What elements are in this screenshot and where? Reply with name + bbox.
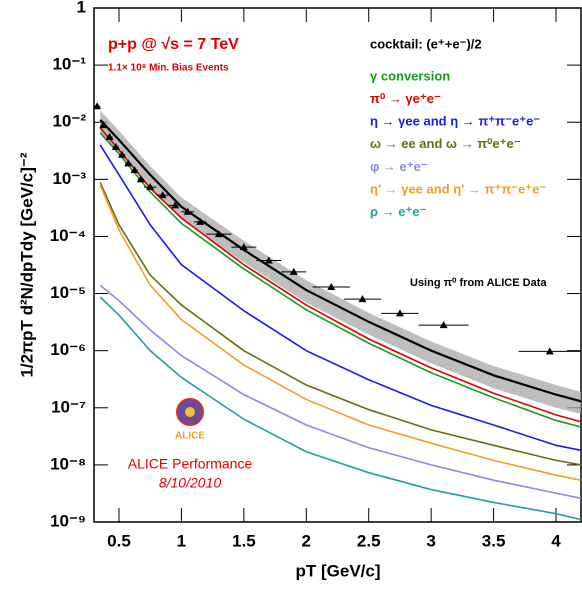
y-tick-label: 10⁻⁷ [51, 397, 86, 416]
data-point [111, 142, 120, 150]
legend-label: η' → γee and η' → π⁺π⁻e⁺e⁻ [370, 181, 546, 196]
x-axis-label: pT [GeV/c] [295, 561, 380, 580]
plot-frame [93, 7, 582, 523]
error-band [100, 110, 581, 414]
subtitle: 1.1× 10⁸ Min. Bias Events [108, 63, 229, 74]
chart-title: p+p @ √s = 7 TeV [108, 36, 239, 53]
series-line [99, 284, 582, 500]
series-line [99, 184, 582, 481]
data-point [158, 191, 167, 199]
annotation: 8/10/2010 [159, 475, 221, 491]
logo-core [185, 407, 195, 417]
data-point [124, 159, 133, 167]
data-label: Using π⁰ from ALICE Data [410, 277, 547, 289]
y-tick-label: 10⁻³ [52, 169, 86, 188]
y-axis-label: 1/2πpT d²N/dpTdy [GeV/c]⁻² [17, 152, 36, 377]
x-tick-label: 1 [177, 531, 186, 550]
data-point [289, 267, 298, 275]
data-point [105, 133, 114, 141]
series-line [99, 144, 582, 452]
data-point [358, 295, 367, 303]
data-point [99, 121, 108, 129]
legend-label: η → γee and η → π⁺π⁻e⁺e⁻ [370, 114, 540, 129]
legend-label: φ → e⁺e⁻ [370, 159, 428, 174]
data-point [327, 283, 336, 291]
legend-title: cocktail: (e⁺+e⁻)/2 [370, 36, 482, 51]
data-point [130, 166, 139, 174]
y-tick-label: 10⁻⁸ [50, 454, 86, 473]
data-point [93, 102, 102, 110]
legend-label: γ conversion [370, 68, 450, 83]
x-tick-label: 2.5 [357, 531, 381, 550]
annotation: ALICE Performance [128, 456, 253, 472]
logo: ALICE [175, 398, 205, 442]
y-tick-label: 10⁻⁴ [50, 226, 86, 245]
data-point [439, 321, 448, 329]
x-tick-label: 2 [302, 531, 311, 550]
x-tick-label: 4 [551, 531, 561, 550]
x-tick-label: 1.5 [232, 531, 256, 550]
series-line [99, 296, 582, 521]
data-point [196, 217, 205, 225]
logo-text: ALICE [175, 431, 205, 442]
y-tick-label: 10⁻² [52, 112, 86, 131]
data-point [264, 256, 273, 264]
data-point [395, 309, 404, 317]
y-tick-label: 10⁻¹ [52, 55, 86, 74]
data-point [183, 207, 192, 215]
x-tick-label: 0.5 [107, 531, 131, 550]
legend-label: π⁰ → γe⁺e⁻ [370, 91, 441, 106]
x-tick-label: 3 [426, 531, 435, 550]
legend-label: ρ → e⁺e⁻ [370, 204, 427, 219]
y-tick-label: 10⁻⁵ [50, 283, 86, 302]
legend-label: ω → ee and ω → π⁰e⁺e⁻ [370, 136, 521, 151]
data-point [146, 183, 155, 191]
data-point [171, 201, 180, 209]
data-point [239, 243, 248, 251]
x-tick-label: 3.5 [482, 531, 506, 550]
cocktail-line [99, 119, 582, 403]
data-point [214, 230, 223, 238]
series-line [99, 182, 582, 466]
y-tick-label: 1 [77, 0, 86, 16]
data-point [545, 347, 554, 355]
y-tick-label: 10⁻⁹ [50, 511, 86, 530]
data-point [136, 175, 145, 183]
data-point [118, 150, 127, 158]
y-tick-label: 10⁻⁶ [50, 340, 86, 359]
series-line [99, 127, 582, 423]
